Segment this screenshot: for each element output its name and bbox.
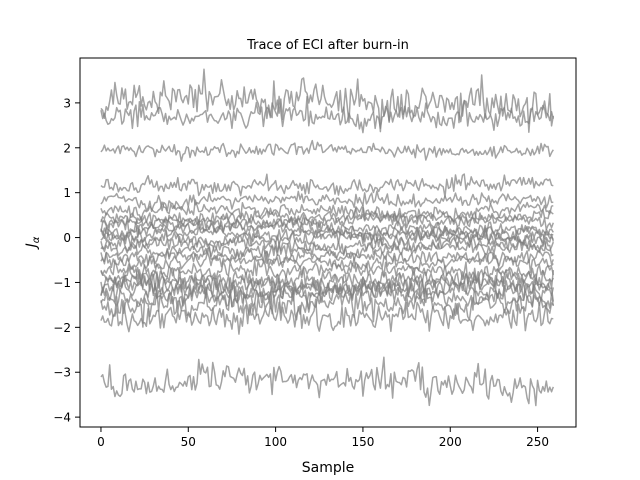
chart-title: Trace of ECI after burn-in bbox=[246, 38, 409, 53]
trace-line-12 bbox=[100, 234, 555, 257]
y-axis-label-subscript: α bbox=[31, 236, 42, 243]
y-tick-label: −1 bbox=[53, 276, 71, 290]
y-tick-label: 1 bbox=[63, 186, 71, 200]
trace-line-11 bbox=[100, 228, 555, 248]
trace-line-2 bbox=[100, 139, 554, 162]
trace-line-3 bbox=[100, 173, 554, 198]
trace-lines bbox=[100, 68, 555, 407]
x-tick-label: 0 bbox=[97, 435, 105, 449]
trace-line-5 bbox=[100, 199, 554, 226]
x-axis-label: Sample bbox=[302, 460, 355, 476]
x-axis: 0 50 100 150 200 250 bbox=[97, 427, 549, 449]
y-tick-label: 3 bbox=[63, 96, 71, 110]
x-tick-label: 100 bbox=[264, 435, 287, 449]
y-tick-label: 0 bbox=[63, 231, 71, 245]
trace-line-7 bbox=[100, 210, 555, 231]
trace-line-24 bbox=[100, 356, 555, 407]
y-tick-label: −2 bbox=[53, 321, 71, 335]
trace-line-22 bbox=[100, 286, 554, 328]
x-tick-label: 50 bbox=[181, 435, 196, 449]
trace-line-6 bbox=[100, 207, 554, 227]
trace-line-23 bbox=[100, 298, 554, 335]
y-axis: 3 2 1 0 −1 −2 −3 −4 bbox=[53, 96, 80, 425]
trace-line-13 bbox=[100, 237, 554, 259]
trace-line-20 bbox=[100, 276, 555, 304]
trace-line-15 bbox=[100, 250, 554, 274]
x-tick-label: 150 bbox=[351, 435, 374, 449]
y-tick-label: −4 bbox=[53, 411, 71, 425]
trace-line-0 bbox=[100, 68, 555, 133]
y-axis-label: Jα bbox=[24, 236, 42, 250]
plot-frame bbox=[79, 57, 577, 428]
x-tick-label: 250 bbox=[526, 435, 549, 449]
trace-line-4 bbox=[100, 190, 554, 213]
y-tick-label: −3 bbox=[53, 366, 71, 380]
trace-line-14 bbox=[100, 245, 555, 267]
y-tick-label: 2 bbox=[63, 141, 71, 155]
x-tick-label: 200 bbox=[439, 435, 462, 449]
trace-line-1 bbox=[100, 93, 555, 134]
y-axis-label-main: J bbox=[24, 243, 40, 250]
trace-line-10 bbox=[100, 225, 554, 245]
